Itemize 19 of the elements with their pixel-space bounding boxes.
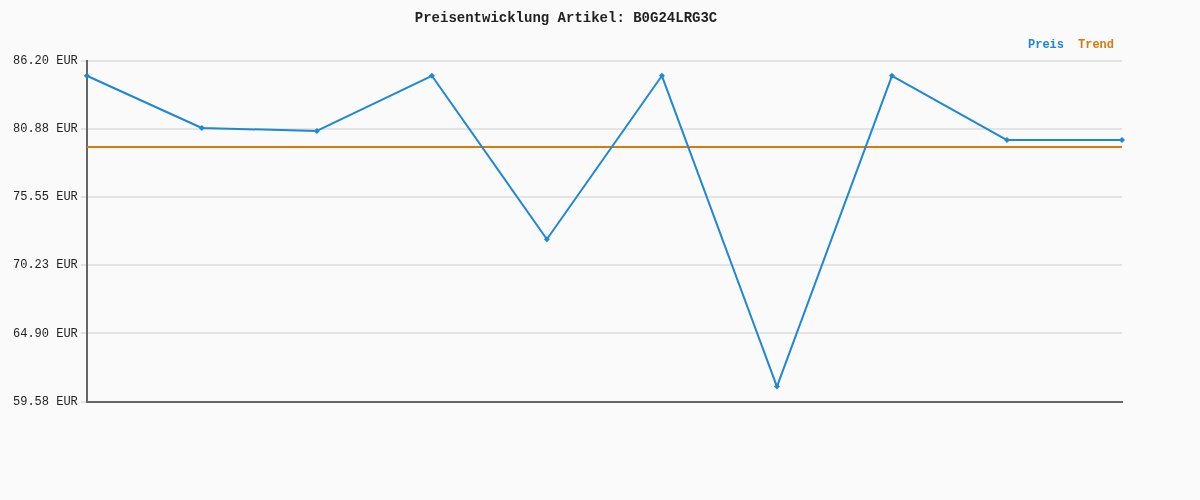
y-tick-label: 70.23 EUR bbox=[13, 258, 78, 273]
point bbox=[198, 125, 205, 132]
y-tick-label: 59.58 EUR bbox=[13, 394, 78, 409]
point bbox=[428, 72, 435, 79]
y-tick-label: 75.55 EUR bbox=[13, 190, 78, 205]
point bbox=[543, 236, 550, 243]
text: Trend bbox=[1077, 37, 1115, 52]
y-tick-label: 64.90 EUR bbox=[13, 326, 78, 341]
chart-title: Preisentwicklung Artikel: B0G24LRG3C bbox=[414, 9, 718, 26]
point bbox=[313, 127, 320, 134]
point bbox=[83, 72, 90, 79]
point bbox=[773, 383, 780, 390]
y-tick-label: 80.88 EUR bbox=[13, 122, 78, 137]
point bbox=[658, 72, 665, 79]
point bbox=[1003, 137, 1010, 144]
point bbox=[1119, 137, 1125, 144]
text: Preis bbox=[1027, 37, 1064, 52]
point bbox=[888, 72, 895, 79]
y-tick-label: 86.20 EUR bbox=[13, 53, 78, 68]
